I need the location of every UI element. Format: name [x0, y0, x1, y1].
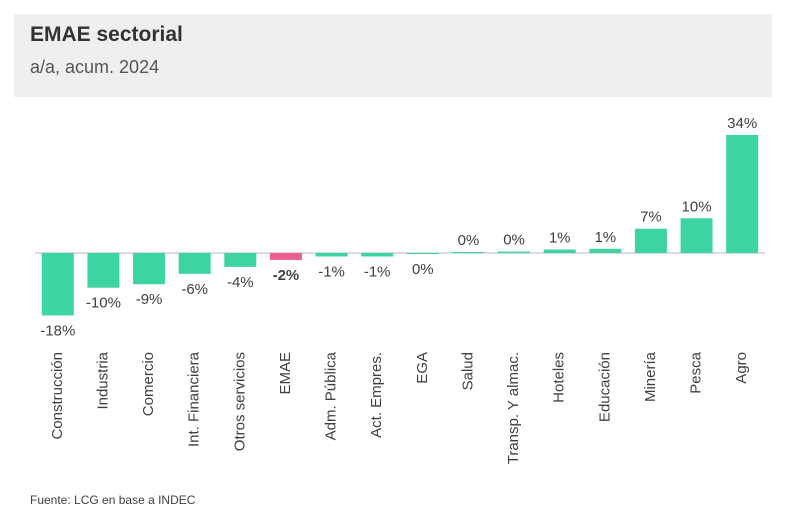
value-label: 1% [594, 229, 616, 246]
bar [680, 218, 713, 253]
bar [634, 228, 667, 253]
value-label: 7% [640, 209, 662, 226]
value-label: -4% [227, 274, 254, 291]
value-label: -2% [273, 267, 300, 284]
bar [87, 253, 120, 288]
bar [406, 253, 439, 255]
x-tick-label: Agro [733, 352, 750, 384]
bar [726, 135, 759, 253]
value-label: 0% [458, 232, 480, 249]
x-tick-label: Adm. Pública [323, 351, 340, 440]
x-tick-label: Minería [642, 351, 659, 402]
bar [452, 251, 485, 253]
x-tick-label: Construcción [49, 352, 66, 440]
bar [589, 248, 622, 253]
x-tick-label: Educación [596, 352, 613, 422]
value-label: -9% [136, 291, 163, 308]
x-tick-label: Comercio [140, 352, 157, 416]
bar [269, 253, 302, 260]
value-label: 0% [503, 232, 525, 249]
value-label: -1% [318, 263, 345, 280]
x-tick-label: Otros servicios [231, 352, 248, 451]
x-tick-label: EMAE [277, 352, 294, 395]
chart-subtitle: a/a, acum. 2024 [30, 57, 159, 77]
x-tick-label: Hoteles [551, 352, 568, 403]
value-label: 10% [682, 198, 712, 215]
bar [361, 253, 394, 257]
bar [41, 253, 74, 316]
bar [224, 253, 257, 267]
x-tick-label: Int. Financiera [186, 351, 203, 447]
x-tick-label: Transp. Y almac. [505, 352, 522, 464]
source-note: Fuente: LCG en base a INDEC [30, 493, 196, 507]
chart-title: EMAE sectorial [30, 23, 183, 46]
x-tick-label: Pesca [688, 351, 705, 393]
value-label: -1% [364, 263, 391, 280]
value-label: 1% [549, 229, 571, 246]
value-label: -6% [181, 281, 208, 298]
bar [498, 251, 531, 253]
x-tick-label: EGA [414, 352, 431, 384]
bar [133, 253, 166, 285]
x-tick-label: Salud [459, 352, 476, 390]
value-label: -10% [86, 295, 121, 312]
header-box [14, 14, 772, 97]
bar [178, 253, 211, 274]
value-label: -18% [40, 322, 75, 339]
x-tick-label: Industria [94, 351, 111, 409]
bar [543, 249, 576, 253]
bar [315, 253, 348, 257]
value-label: 34% [727, 115, 757, 132]
value-label: 0% [412, 261, 434, 278]
x-tick-label: Act. Empres. [368, 352, 385, 438]
